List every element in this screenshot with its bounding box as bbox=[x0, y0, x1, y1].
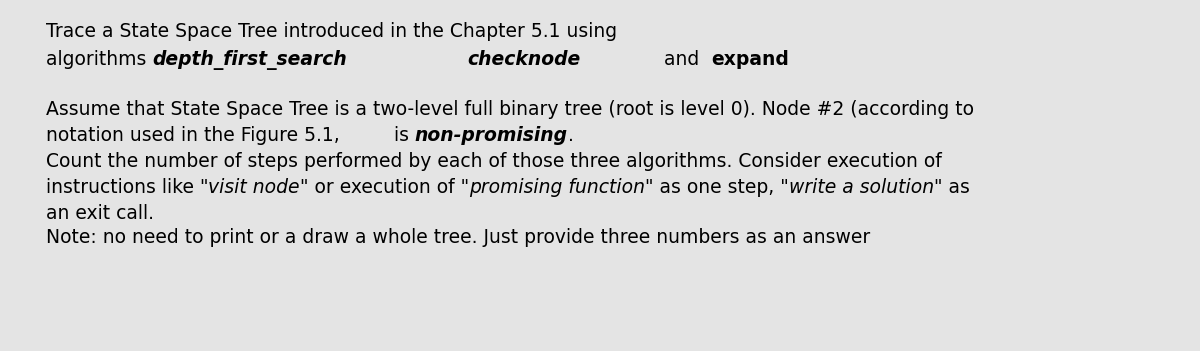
Text: notation used in the Figure 5.1,: notation used in the Figure 5.1, bbox=[46, 126, 340, 145]
Text: " as one step, ": " as one step, " bbox=[646, 178, 788, 197]
Text: .: . bbox=[568, 126, 574, 145]
Text: checknode: checknode bbox=[467, 50, 581, 69]
Text: " as: " as bbox=[934, 178, 970, 197]
Text: visit node: visit node bbox=[209, 178, 300, 197]
Text: write a solution: write a solution bbox=[788, 178, 934, 197]
Text: algorithms: algorithms bbox=[46, 50, 152, 69]
Text: expand: expand bbox=[712, 50, 790, 69]
Text: and: and bbox=[581, 50, 712, 69]
Text: non-promising: non-promising bbox=[415, 126, 568, 145]
Text: Count the number of steps performed by each of those three algorithms. Consider : Count the number of steps performed by e… bbox=[46, 152, 942, 171]
Text: depth_first_search: depth_first_search bbox=[152, 50, 347, 70]
Text: an exit call.: an exit call. bbox=[46, 204, 154, 223]
Text: " or execution of ": " or execution of " bbox=[300, 178, 469, 197]
Text: promising function: promising function bbox=[469, 178, 646, 197]
Text: Trace a State Space Tree introduced in the Chapter 5.1 using: Trace a State Space Tree introduced in t… bbox=[46, 22, 617, 41]
Text: instructions like ": instructions like " bbox=[46, 178, 209, 197]
Text: Note: no need to print or a draw a whole tree. Just provide three numbers as an : Note: no need to print or a draw a whole… bbox=[46, 228, 870, 247]
Text: Assume that State Space Tree is a two-level full binary tree (root is level 0). : Assume that State Space Tree is a two-le… bbox=[46, 100, 974, 119]
Text: is: is bbox=[340, 126, 415, 145]
